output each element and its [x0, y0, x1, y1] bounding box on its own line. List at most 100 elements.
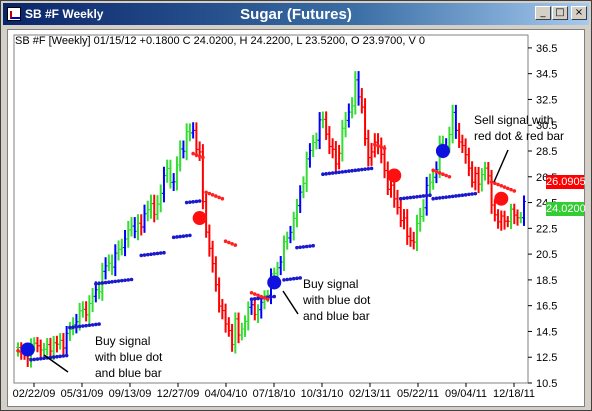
- y-tick-label: 18.5: [536, 275, 557, 287]
- annotation-line: with blue dot: [303, 293, 371, 307]
- resistance-dot: [220, 196, 225, 201]
- support-dot: [32, 357, 37, 362]
- resistance-dot: [252, 292, 257, 296]
- support-dot: [269, 295, 273, 299]
- support-dot: [119, 278, 124, 283]
- y-tick-label: 12.5: [536, 352, 557, 364]
- resistance-dot: [201, 155, 205, 160]
- support-dot: [94, 322, 98, 327]
- support-dot: [301, 245, 306, 249]
- annotation-line: with blue dot: [95, 350, 163, 364]
- resistance-dot: [214, 194, 218, 198]
- x-tick-label: 02/13/11: [349, 388, 391, 400]
- annotation-arrow: [43, 354, 69, 373]
- buy-signal-marker: [267, 275, 282, 290]
- support-dot: [428, 193, 432, 198]
- support-dot: [321, 172, 325, 176]
- resistance-dot: [217, 195, 221, 200]
- support-dot: [398, 196, 403, 201]
- support-dot: [35, 357, 40, 361]
- support-dot: [437, 196, 442, 200]
- support-dot: [444, 195, 448, 199]
- support-dot: [71, 325, 75, 329]
- support-dot: [188, 233, 192, 238]
- support-dot: [139, 253, 144, 258]
- support-dot: [152, 252, 157, 256]
- resistance-dot: [233, 243, 238, 247]
- support-dot: [77, 324, 82, 329]
- support-dot: [145, 252, 150, 257]
- support-dot: [366, 166, 371, 171]
- y-tick-label: 20.5: [536, 249, 557, 261]
- x-tick-label: 12/18/11: [493, 388, 535, 400]
- resistance-dot: [505, 186, 510, 191]
- support-dot: [110, 280, 114, 284]
- annotation-line: and blue bar: [303, 309, 370, 323]
- support-dot: [197, 199, 202, 203]
- support-dot: [324, 172, 328, 176]
- support-dot: [171, 235, 176, 240]
- support-dot: [42, 356, 46, 361]
- resistance-dot: [207, 191, 212, 196]
- support-dot: [295, 276, 299, 281]
- support-dot: [434, 196, 439, 201]
- x-tick-label: 02/22/09: [13, 388, 56, 400]
- support-dot: [123, 278, 127, 283]
- close-button[interactable]: ×: [571, 6, 587, 20]
- support-dot: [149, 252, 153, 257]
- support-dot: [308, 244, 312, 248]
- resistance-dot: [230, 242, 234, 246]
- support-dot: [288, 277, 293, 281]
- support-dot: [470, 192, 474, 196]
- support-dot: [38, 356, 43, 361]
- y-tick-label: 32.5: [536, 94, 557, 106]
- support-dot: [103, 280, 108, 285]
- support-dot: [353, 168, 358, 173]
- support-dot: [55, 354, 59, 359]
- minimize-button[interactable]: _: [535, 6, 551, 20]
- sell-signal-marker: [387, 168, 402, 183]
- resistance-dot: [249, 290, 254, 295]
- annotation-line: Sell signal with: [474, 113, 554, 127]
- info-line: SB #F [Weekly] 01/15/12 +0.1800 C 24.020…: [15, 35, 426, 47]
- support-dot: [100, 281, 105, 285]
- x-tick-label: 10/31/10: [301, 388, 344, 400]
- support-dot: [74, 325, 79, 329]
- support-dot: [252, 297, 257, 301]
- support-dot: [184, 200, 189, 205]
- support-dot: [81, 324, 85, 328]
- buy-signal-marker: [20, 342, 35, 357]
- resistance-dot: [379, 145, 384, 149]
- support-dot: [97, 322, 101, 326]
- resistance-dot: [509, 187, 513, 192]
- y-tick-label: 28.5: [536, 146, 557, 158]
- resistance-dot: [256, 293, 260, 298]
- support-dot: [116, 279, 121, 283]
- support-dot: [311, 243, 315, 248]
- support-dot: [175, 235, 179, 239]
- support-dot: [402, 196, 406, 201]
- support-dot: [68, 325, 72, 330]
- resistance-dot: [499, 184, 504, 188]
- resistance-dot: [502, 185, 507, 189]
- support-dot: [29, 358, 33, 362]
- resistance-dot: [210, 193, 215, 197]
- support-dot: [282, 278, 286, 282]
- support-dot: [334, 170, 338, 175]
- support-dot: [184, 234, 189, 238]
- resistance-dot: [227, 240, 231, 245]
- support-dot: [113, 279, 118, 284]
- y-tick-label: 14.5: [536, 326, 557, 338]
- support-dot: [107, 280, 111, 285]
- support-dot: [188, 200, 192, 204]
- resistance-dot: [493, 181, 497, 186]
- x-tick-label: 05/31/09: [61, 388, 104, 400]
- resistance-dot: [16, 348, 20, 353]
- support-dot: [97, 281, 101, 286]
- support-dot: [256, 296, 260, 301]
- support-dot: [249, 297, 254, 302]
- resistance-dot: [259, 294, 264, 299]
- last-signal-price-tag: 26.0905: [546, 175, 586, 190]
- maximize-button[interactable]: □: [552, 6, 568, 20]
